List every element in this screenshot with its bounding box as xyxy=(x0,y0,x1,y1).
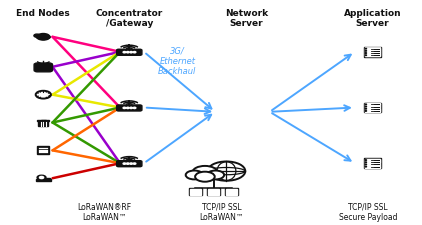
Text: Network
Server: Network Server xyxy=(225,9,268,28)
FancyBboxPatch shape xyxy=(365,110,380,112)
Circle shape xyxy=(123,52,126,54)
FancyBboxPatch shape xyxy=(365,160,380,161)
FancyBboxPatch shape xyxy=(365,53,380,55)
FancyBboxPatch shape xyxy=(365,48,380,57)
FancyBboxPatch shape xyxy=(365,55,380,57)
FancyBboxPatch shape xyxy=(365,51,380,53)
Text: Concentrator
/Gateway: Concentrator /Gateway xyxy=(96,9,163,28)
Text: End Nodes: End Nodes xyxy=(16,9,70,18)
FancyBboxPatch shape xyxy=(190,189,201,195)
FancyBboxPatch shape xyxy=(46,178,50,179)
FancyBboxPatch shape xyxy=(38,147,49,155)
Text: TCP/IP SSL
LoRaWAN™: TCP/IP SSL LoRaWAN™ xyxy=(199,202,244,221)
FancyBboxPatch shape xyxy=(365,164,380,166)
Circle shape xyxy=(44,36,50,40)
FancyBboxPatch shape xyxy=(365,162,380,164)
Circle shape xyxy=(208,162,245,181)
FancyBboxPatch shape xyxy=(36,179,51,181)
FancyBboxPatch shape xyxy=(365,51,380,52)
FancyBboxPatch shape xyxy=(365,164,380,166)
Circle shape xyxy=(36,36,43,40)
FancyBboxPatch shape xyxy=(116,50,142,56)
Circle shape xyxy=(195,172,215,182)
Circle shape xyxy=(365,111,366,112)
FancyBboxPatch shape xyxy=(364,159,381,168)
FancyBboxPatch shape xyxy=(365,108,380,110)
FancyBboxPatch shape xyxy=(365,110,380,112)
FancyBboxPatch shape xyxy=(116,106,142,112)
FancyBboxPatch shape xyxy=(365,166,380,168)
Circle shape xyxy=(130,108,133,109)
FancyBboxPatch shape xyxy=(34,64,52,72)
Text: TCP/IP SSL
Secure Payload: TCP/IP SSL Secure Payload xyxy=(339,202,398,221)
Circle shape xyxy=(127,108,129,109)
FancyBboxPatch shape xyxy=(365,166,380,168)
Circle shape xyxy=(123,108,126,109)
Circle shape xyxy=(365,51,366,52)
FancyBboxPatch shape xyxy=(41,120,46,121)
FancyBboxPatch shape xyxy=(365,104,380,106)
FancyBboxPatch shape xyxy=(38,122,48,126)
Circle shape xyxy=(365,109,366,110)
Circle shape xyxy=(365,49,366,50)
Circle shape xyxy=(34,35,40,38)
Circle shape xyxy=(133,52,136,54)
FancyBboxPatch shape xyxy=(227,189,237,195)
FancyBboxPatch shape xyxy=(365,104,380,112)
Circle shape xyxy=(133,163,136,164)
Circle shape xyxy=(207,171,224,180)
FancyBboxPatch shape xyxy=(365,49,380,50)
FancyBboxPatch shape xyxy=(365,159,380,168)
Text: 3G/
Ethernet
Backhaul: 3G/ Ethernet Backhaul xyxy=(158,46,197,76)
FancyBboxPatch shape xyxy=(365,108,380,110)
Circle shape xyxy=(365,166,366,167)
Circle shape xyxy=(37,34,50,41)
Circle shape xyxy=(130,52,133,54)
Circle shape xyxy=(365,162,366,163)
FancyBboxPatch shape xyxy=(365,48,380,50)
Circle shape xyxy=(37,176,46,180)
FancyBboxPatch shape xyxy=(365,53,380,55)
FancyBboxPatch shape xyxy=(208,189,219,195)
FancyBboxPatch shape xyxy=(116,161,142,167)
Circle shape xyxy=(133,108,136,109)
Circle shape xyxy=(123,163,126,164)
Circle shape xyxy=(365,164,366,165)
FancyBboxPatch shape xyxy=(207,189,220,196)
FancyBboxPatch shape xyxy=(365,106,380,108)
FancyBboxPatch shape xyxy=(365,162,380,163)
Circle shape xyxy=(40,37,46,40)
Circle shape xyxy=(186,171,203,180)
FancyBboxPatch shape xyxy=(364,48,381,57)
FancyBboxPatch shape xyxy=(225,189,238,196)
FancyBboxPatch shape xyxy=(38,121,49,122)
Circle shape xyxy=(127,52,129,54)
Circle shape xyxy=(192,166,217,179)
Text: Application
Server: Application Server xyxy=(344,9,401,28)
Circle shape xyxy=(130,163,133,164)
FancyBboxPatch shape xyxy=(365,55,380,57)
FancyBboxPatch shape xyxy=(365,104,380,106)
FancyBboxPatch shape xyxy=(365,159,380,161)
Text: LoRaWAN®RF
LoRaWAN™: LoRaWAN®RF LoRaWAN™ xyxy=(77,202,131,221)
Circle shape xyxy=(365,160,366,161)
Circle shape xyxy=(39,177,43,179)
FancyBboxPatch shape xyxy=(189,189,202,196)
Circle shape xyxy=(127,163,129,164)
Circle shape xyxy=(36,91,51,99)
FancyBboxPatch shape xyxy=(364,103,381,113)
FancyBboxPatch shape xyxy=(365,106,380,108)
